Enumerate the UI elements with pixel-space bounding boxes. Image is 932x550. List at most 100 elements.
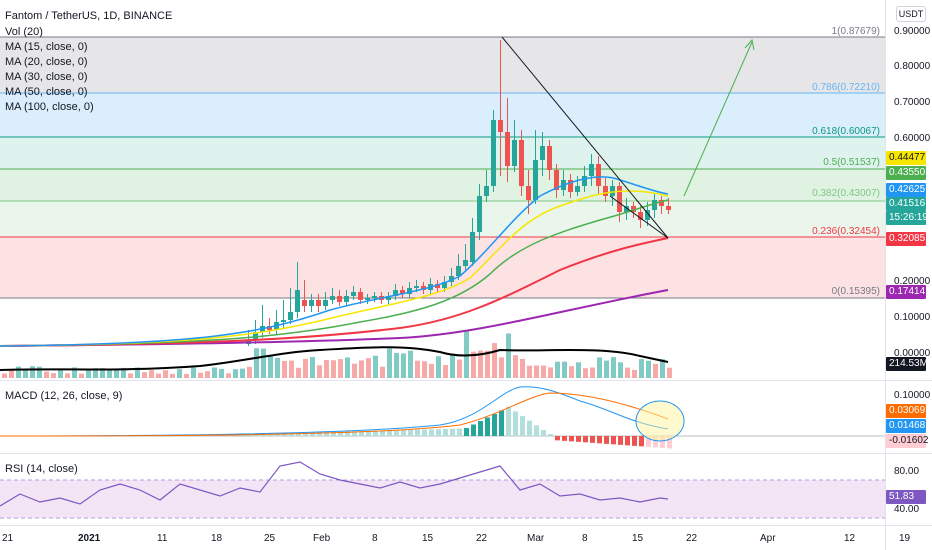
indicator-vol[interactable]: Vol (20) — [5, 26, 43, 38]
volume-bar — [506, 333, 511, 378]
candle-body — [596, 164, 601, 186]
volume-bar — [541, 365, 546, 378]
macd-histogram-bar — [422, 429, 427, 436]
macd-histogram-bar — [527, 420, 532, 436]
macd-histogram-bar — [485, 417, 490, 436]
macd-histogram-bar — [464, 428, 469, 436]
price-chart[interactable] — [0, 0, 885, 380]
macd-histogram-bar — [548, 434, 553, 436]
volume-bar — [653, 363, 658, 378]
volume-bar — [618, 362, 623, 378]
indicator-ma20[interactable]: MA (20, close, 0) — [5, 56, 88, 68]
candle-body — [295, 290, 300, 312]
candle-body — [547, 146, 552, 170]
macd-histogram-bar — [646, 436, 651, 447]
indicator-ma50[interactable]: MA (50, close, 0) — [5, 86, 88, 98]
candle-body — [575, 186, 580, 192]
indicator-ma15[interactable]: MA (15, close, 0) — [5, 41, 88, 53]
candle-body — [302, 300, 307, 306]
macd-tag-hist: -0.01602 — [886, 434, 928, 448]
date-axis-separator — [0, 525, 932, 526]
price-axis-separator — [885, 0, 886, 550]
ma50-line — [0, 237, 669, 347]
rsi-line — [0, 461, 669, 507]
candle-body — [449, 276, 454, 282]
macd-tag-signal: 0.03069 — [886, 404, 926, 418]
candle-body — [533, 160, 538, 200]
volume-bar — [359, 360, 364, 378]
volume-bar — [212, 367, 217, 378]
volume-bar — [583, 368, 588, 378]
candle-body — [659, 200, 664, 206]
date-label: 8 — [582, 533, 588, 544]
date-label: 22 — [686, 533, 698, 544]
macd-histogram-bar — [387, 430, 392, 436]
fib-label-0786: 0.786(0.72210) — [812, 82, 880, 93]
pane-separator-macd[interactable] — [0, 380, 932, 381]
volume-bar — [16, 366, 21, 378]
price-tag-ma15: 0.42625 — [886, 183, 926, 197]
currency-button[interactable]: USDT — [896, 6, 926, 22]
price-axis-label: 0.00000 — [894, 348, 931, 359]
trendline-lower — [609, 195, 669, 239]
rsi-chart[interactable] — [0, 454, 885, 525]
indicator-ma100[interactable]: MA (100, close, 0) — [5, 101, 94, 113]
fib-label-1: 1(0.87679) — [831, 26, 880, 37]
price-tag-last: 0.41516 — [886, 197, 926, 211]
candle-body — [582, 176, 587, 186]
rsi-legend[interactable]: RSI (14, close) — [5, 463, 78, 475]
volume-bar — [282, 361, 287, 378]
volume-bar — [128, 373, 133, 378]
macd-histogram-bar — [317, 432, 322, 436]
volume-bar — [520, 358, 525, 378]
macd-histogram-bar — [555, 436, 560, 441]
volume-bar — [513, 355, 518, 378]
volume-tag: 214.53M — [886, 357, 928, 371]
fib-label-0618: 0.618(0.60067) — [812, 126, 880, 137]
projection-arrowhead — [744, 38, 755, 51]
fib-label-0236: 0.236(0.32454) — [812, 226, 880, 237]
countdown-tag: 15:26:19 — [886, 211, 928, 225]
macd-chart[interactable] — [0, 381, 885, 453]
candle-body — [652, 200, 657, 210]
volume-bar — [219, 368, 224, 378]
date-label: 25 — [264, 533, 276, 544]
candle-body — [330, 296, 335, 300]
macd-tag-macd: 0.01468 — [886, 419, 926, 433]
indicator-ma30[interactable]: MA (30, close, 0) — [5, 71, 88, 83]
trendline-down — [501, 36, 669, 239]
price-axis-label: 0.10000 — [894, 312, 931, 323]
volume-bar — [548, 367, 553, 378]
volume-bar — [422, 361, 427, 378]
volume-bar — [478, 350, 483, 378]
fib-band-0786 — [0, 93, 885, 137]
price-tag-ma50: 0.32085 — [886, 232, 926, 246]
pane-separator-rsi[interactable] — [0, 453, 932, 454]
volume-bar — [2, 373, 7, 378]
macd-histogram-bar — [471, 424, 476, 436]
volume-bar — [191, 367, 196, 378]
volume-bar — [352, 363, 357, 378]
candle-body — [351, 292, 356, 296]
projection-arrow-line — [683, 41, 753, 197]
volume-bar — [114, 369, 119, 378]
macd-legend[interactable]: MACD (12, 26, close, 9) — [5, 390, 123, 402]
ma30-line — [0, 199, 669, 347]
candle-body — [253, 332, 258, 340]
candle-body — [617, 186, 622, 212]
macd-histogram-bar — [457, 428, 462, 436]
volume-bar — [86, 369, 91, 378]
candle-body — [624, 206, 629, 212]
candle-body — [498, 120, 503, 132]
chart-title[interactable]: Fantom / TetherUS, 1D, BINANCE — [5, 10, 173, 22]
volume-bar — [170, 373, 175, 378]
candle-body — [414, 286, 419, 288]
macd-histogram-bar — [415, 429, 420, 436]
volume-bar — [639, 359, 644, 378]
fib-label-0: 0(0.15395) — [831, 286, 880, 297]
macd-histogram-bar — [604, 436, 609, 444]
macd-histogram-bar — [611, 436, 616, 445]
volume-bar — [366, 358, 371, 378]
candle-body — [400, 290, 405, 294]
candle-body — [491, 120, 496, 186]
